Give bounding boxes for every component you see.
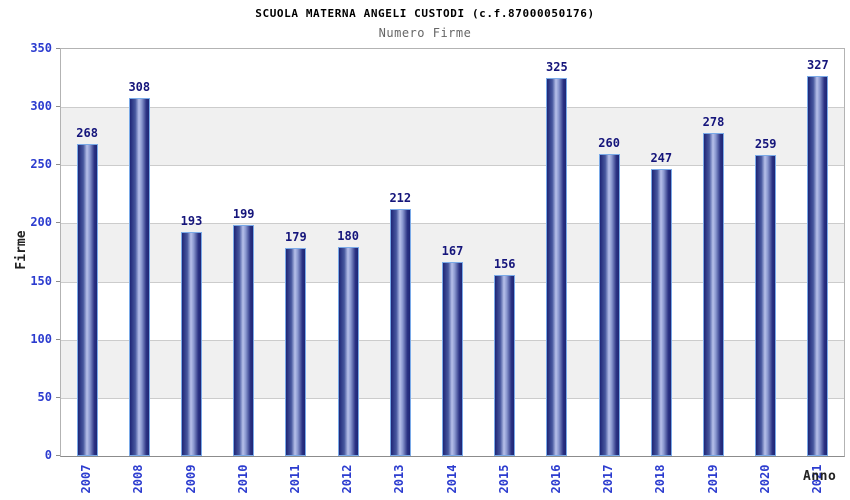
bar-value-2008: 308	[128, 79, 151, 94]
bar-2008	[128, 97, 150, 456]
xtick-2009: 2009	[183, 464, 198, 494]
ytick-0: 0	[44, 448, 52, 462]
xtick-2019: 2019	[705, 464, 720, 494]
bar-2017	[598, 153, 620, 456]
bar-value-2007: 268	[76, 126, 98, 141]
ytick-250: 250	[30, 157, 52, 172]
bar-2009	[181, 231, 202, 456]
bar-value-2009: 193	[180, 213, 203, 228]
bar-2018	[650, 168, 672, 456]
bar-value-2014: 167	[441, 243, 464, 258]
bar-value-2013: 212	[389, 191, 412, 206]
bar-2010	[233, 224, 255, 456]
ytick-mark-300	[56, 106, 60, 108]
xtick-2020: 2020	[757, 464, 772, 494]
bar-value-2020: 259	[754, 136, 777, 151]
ytick-350: 350	[30, 41, 52, 55]
gridline-250	[61, 165, 844, 167]
xtick-2016: 2016	[548, 464, 563, 494]
xtick-2008: 2008	[131, 464, 146, 494]
ytick-200: 200	[30, 215, 52, 230]
bar-2011	[285, 247, 307, 456]
xtick-2012: 2012	[340, 464, 355, 494]
xtick-2018: 2018	[653, 464, 668, 494]
xtick-2007: 2007	[79, 464, 94, 494]
bar-2013	[389, 209, 411, 456]
xtick-2017: 2017	[601, 464, 616, 494]
bar-value-2011: 179	[285, 229, 307, 244]
bar-value-2016: 325	[546, 60, 568, 75]
bar-2016	[546, 78, 568, 456]
xtick-2015: 2015	[496, 464, 511, 494]
ytick-mark-200	[56, 222, 60, 224]
ytick-150: 150	[30, 273, 52, 288]
bar-value-2018: 247	[650, 150, 673, 165]
xtick-2013: 2013	[392, 464, 407, 494]
bar-2007	[76, 144, 98, 456]
xtick-2010: 2010	[235, 464, 250, 494]
gridline-200	[61, 223, 844, 225]
xtick-2011: 2011	[287, 464, 302, 494]
ytick-mark-50	[56, 396, 60, 398]
ytick-mark-0	[56, 455, 60, 456]
ytick-mark-250	[56, 164, 60, 166]
bar-value-2015: 156	[493, 256, 516, 271]
x-axis-label: Anno	[803, 469, 837, 484]
bar-2020	[755, 154, 777, 456]
gridline-300	[61, 107, 844, 109]
plot-area: 268 308 193 199 179 180 212 167 156 325 260 247 278 2…	[60, 48, 845, 457]
bar-value-2021: 327	[807, 57, 829, 72]
ytick-100: 100	[30, 331, 52, 346]
chart-subtitle: Numero Firme	[378, 26, 472, 40]
bar-value-2012: 180	[337, 228, 359, 243]
bar-2014	[442, 261, 463, 456]
xtick-2014: 2014	[444, 464, 459, 494]
bar-value-2019: 278	[702, 114, 725, 129]
bar-2015	[494, 274, 516, 456]
bar-2021	[807, 75, 829, 456]
chart-title: SCUOLA MATERNA ANGELI CUSTODI (c.f.87000…	[255, 7, 595, 20]
bar-2019	[703, 132, 724, 456]
ytick-300: 300	[30, 99, 52, 114]
ytick-mark-150	[56, 280, 60, 282]
bar-value-2010: 199	[232, 206, 255, 221]
bar-2012	[337, 246, 359, 456]
ytick-mark-350	[56, 48, 60, 49]
ytick-50: 50	[37, 389, 52, 404]
bar-value-2017: 260	[598, 135, 620, 150]
ytick-mark-100	[56, 338, 60, 340]
